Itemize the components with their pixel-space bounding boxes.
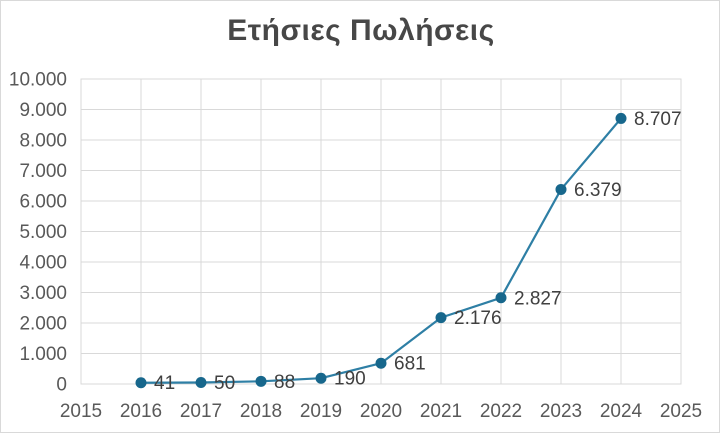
data-label: 2.827	[514, 288, 562, 309]
x-axis-tick-label: 2024	[600, 401, 643, 422]
x-axis-tick-label: 2019	[300, 401, 342, 422]
data-point	[195, 376, 207, 388]
x-axis-tick-label: 2023	[540, 401, 582, 422]
data-point	[555, 183, 567, 195]
data-label: 8.707	[634, 109, 682, 130]
data-point	[375, 357, 387, 369]
data-point	[435, 312, 447, 324]
x-axis-tick-label: 2017	[180, 401, 222, 422]
data-point	[615, 112, 627, 124]
y-axis-tick-label: 4.000	[19, 253, 67, 274]
chart-title: Ετήσιες Πωλήσεις	[227, 14, 495, 47]
y-axis-tick-label: 6.000	[19, 192, 67, 213]
data-point	[135, 377, 147, 389]
y-axis-tick-label: 5.000	[19, 222, 67, 243]
x-axis-tick-label: 2018	[240, 401, 282, 422]
x-axis-tick-label: 2020	[360, 401, 402, 422]
x-axis-tick-label: 2021	[420, 401, 462, 422]
x-axis-tick-label: 2025	[660, 401, 702, 422]
data-point	[495, 292, 507, 304]
y-axis-tick-label: 1.000	[19, 344, 67, 365]
y-axis-tick-label: 9.000	[19, 100, 67, 121]
y-axis-tick-label: 3.000	[19, 283, 67, 304]
y-axis-tick-label: 2.000	[19, 314, 67, 335]
data-label: 50	[214, 373, 235, 394]
plot-area-border	[80, 78, 682, 385]
y-axis-tick-label: 7.000	[19, 161, 67, 182]
data-label: 2.176	[454, 308, 502, 329]
x-axis-tick-label: 2022	[480, 401, 522, 422]
data-label: 88	[274, 372, 295, 393]
data-label: 6.379	[574, 180, 622, 201]
data-label: 41	[154, 373, 175, 394]
data-label: 681	[394, 354, 426, 375]
y-axis-tick-label: 0	[56, 375, 67, 396]
data-point	[255, 375, 267, 387]
y-axis-tick-label: 8.000	[19, 131, 67, 152]
data-label: 190	[334, 369, 366, 390]
x-axis-tick-label: 2015	[60, 401, 102, 422]
y-axis-tick-label: 10.000	[9, 70, 67, 91]
data-point	[315, 372, 327, 384]
x-axis-tick-label: 2016	[120, 401, 162, 422]
